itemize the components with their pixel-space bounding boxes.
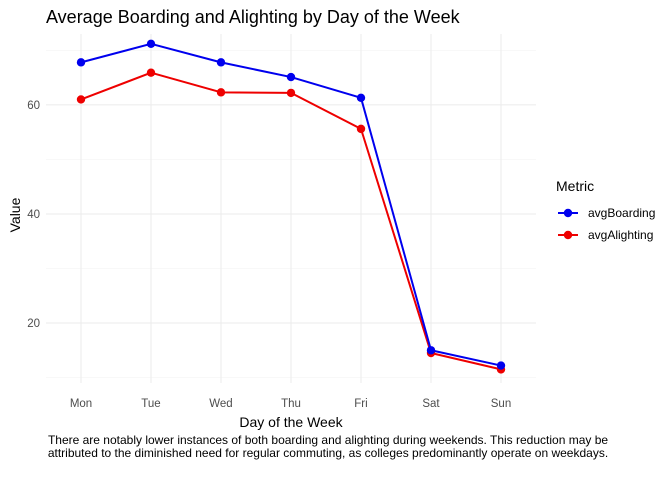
- y-axis-ticks: 20 40 60: [27, 100, 40, 330]
- data-point-avgAlighting: [76, 95, 86, 104]
- x-tick-label: Sun: [491, 398, 511, 410]
- x-tick-label: Mon: [70, 398, 92, 410]
- x-axis-title: Day of the Week: [239, 414, 343, 430]
- grid: [46, 34, 536, 383]
- chart-title: Average Boarding and Alighting by Day of…: [46, 7, 461, 27]
- data-point-avgAlighting: [286, 88, 296, 98]
- legend-key-point: [563, 208, 573, 218]
- legend-label: avgBoarding: [588, 206, 655, 220]
- legend-label: avgAlighting: [588, 228, 653, 242]
- legend: Metric avgBoarding avgAlighting: [556, 178, 655, 242]
- data-point-avgBoarding: [496, 361, 506, 370]
- legend-title: Metric: [556, 178, 594, 194]
- x-tick-label: Wed: [209, 398, 232, 410]
- y-axis-title: Value: [7, 197, 23, 232]
- x-tick-label: Thu: [281, 398, 301, 410]
- chart-caption: There are notably lower instances of bot…: [47, 433, 609, 460]
- x-tick-label: Sat: [422, 398, 440, 410]
- data-point-avgBoarding: [216, 58, 226, 67]
- y-tick-label: 20: [27, 318, 40, 330]
- series-layer: [76, 39, 506, 374]
- legend-key-point: [563, 230, 573, 240]
- data-point-avgBoarding: [426, 346, 436, 355]
- data-point-avgAlighting: [146, 68, 156, 77]
- data-point-avgBoarding: [76, 58, 86, 67]
- y-tick-label: 40: [27, 209, 40, 221]
- x-tick-label: Fri: [354, 398, 367, 410]
- data-point-avgBoarding: [146, 39, 156, 49]
- x-tick-label: Tue: [141, 398, 160, 410]
- data-point-avgAlighting: [356, 124, 366, 134]
- x-axis-ticks: Mon Tue Wed Thu Fri Sat Sun: [70, 398, 511, 410]
- y-tick-label: 60: [27, 100, 40, 112]
- data-point-avgBoarding: [356, 93, 366, 103]
- data-point-avgBoarding: [286, 72, 296, 82]
- data-point-avgAlighting: [216, 88, 226, 97]
